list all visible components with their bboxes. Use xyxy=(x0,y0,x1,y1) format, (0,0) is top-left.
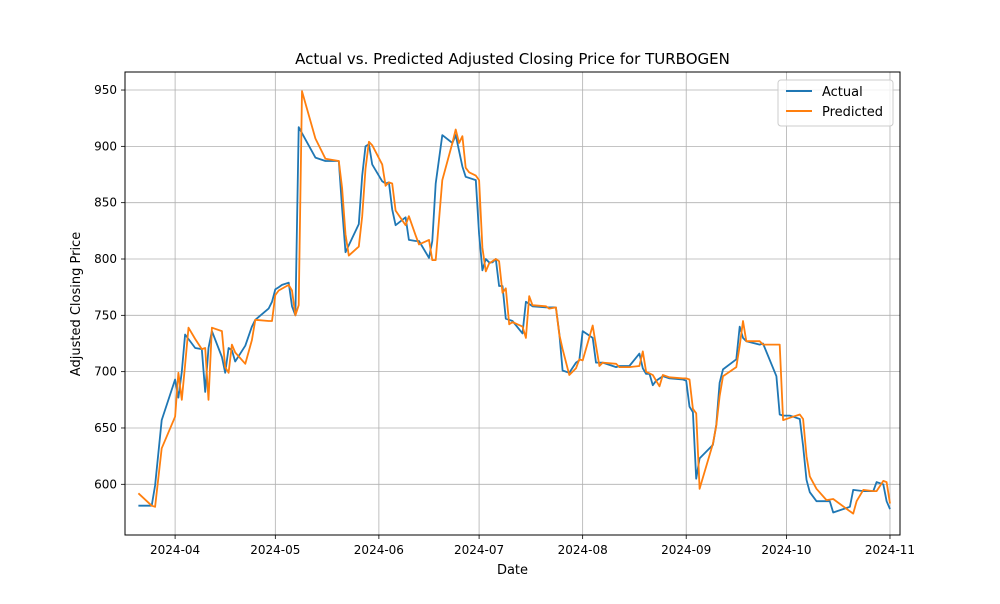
y-tick-label: 650 xyxy=(94,421,117,435)
legend-label-actual: Actual xyxy=(822,85,863,100)
x-tick-label: 2024-07 xyxy=(454,543,504,557)
series-line-actual xyxy=(138,126,891,514)
y-tick-label: 900 xyxy=(94,139,117,153)
y-tick-label: 800 xyxy=(94,252,117,266)
y-tick-label: 950 xyxy=(94,83,117,97)
legend: Actual Predicted xyxy=(777,79,894,127)
series-line-predicted xyxy=(137,90,891,515)
x-tick-label: 2024-09 xyxy=(661,543,711,557)
series-lines xyxy=(137,90,891,515)
y-tick-label: 850 xyxy=(94,196,117,210)
x-axis-label: Date xyxy=(497,563,528,578)
x-tick-label: 2024-06 xyxy=(354,543,404,557)
y-axis-label: Adjusted Closing Price xyxy=(69,232,84,376)
y-tick-label: 750 xyxy=(94,308,117,322)
plot-frame xyxy=(124,71,901,536)
chart-title: Actual vs. Predicted Adjusted Closing Pr… xyxy=(295,50,730,68)
x-tick-label: 2024-11 xyxy=(865,543,915,557)
y-tick-label: 700 xyxy=(94,365,117,379)
y-tick-label: 600 xyxy=(94,477,117,491)
grid xyxy=(125,72,900,535)
y-axis-ticks: 600 650 700 750 800 850 900 950 xyxy=(94,83,125,491)
x-tick-label: 2024-10 xyxy=(761,543,811,557)
x-axis-ticks: 2024-04 2024-05 2024-06 2024-07 2024-08 2024-… xyxy=(150,535,915,557)
x-tick-label: 2024-04 xyxy=(150,543,200,557)
x-tick-label: 2024-08 xyxy=(558,543,608,557)
legend-label-predicted: Predicted xyxy=(822,105,883,120)
x-tick-label: 2024-05 xyxy=(250,543,300,557)
